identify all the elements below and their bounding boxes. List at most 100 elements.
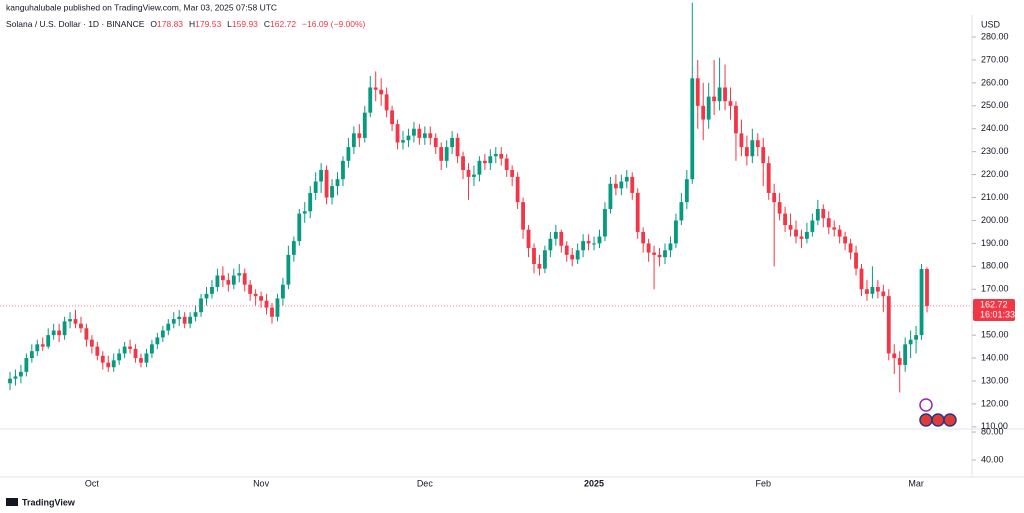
candle-body xyxy=(133,348,138,359)
candle-body xyxy=(881,291,886,297)
candle-body xyxy=(231,275,236,285)
candle-body xyxy=(79,323,83,329)
candle-body xyxy=(919,269,924,336)
candle-body xyxy=(210,286,214,294)
candle-body xyxy=(122,346,127,354)
candle-body xyxy=(575,250,580,260)
icon xyxy=(931,413,945,427)
candle-body xyxy=(417,128,422,138)
candle-body xyxy=(477,160,482,175)
candle-body xyxy=(433,137,438,148)
legend-item: 159.93 xyxy=(232,19,258,29)
candle-body xyxy=(499,153,504,159)
candle-body xyxy=(237,273,242,276)
candle-body xyxy=(624,176,629,182)
candle-body xyxy=(384,94,389,111)
candle-body xyxy=(848,243,853,253)
candle-body xyxy=(422,133,427,138)
y-tick-label: 280.00 xyxy=(981,31,1009,41)
candle-body xyxy=(68,319,72,322)
candle-body xyxy=(717,87,722,102)
candle-body xyxy=(291,241,296,255)
candle-body xyxy=(799,236,804,239)
legend-item: Solana / U.S. Dollar · 1D · BINANCE xyxy=(6,19,145,29)
candle-body xyxy=(810,220,815,232)
y-tick-label: 150.00 xyxy=(981,330,1009,340)
candle-body xyxy=(89,339,94,347)
candle-body xyxy=(608,183,613,210)
currency: USD xyxy=(981,19,1001,29)
candle-body xyxy=(603,209,607,237)
candle-body xyxy=(482,160,487,164)
candle-body xyxy=(450,137,455,148)
candle-body xyxy=(139,358,143,363)
candle-body xyxy=(805,231,809,239)
candle-body xyxy=(652,252,656,255)
candle-body xyxy=(766,163,771,193)
candle-body xyxy=(635,192,640,232)
brand: TradingView xyxy=(22,497,76,507)
y-tick-label: 110.00 xyxy=(981,421,1008,431)
y-tick-label: 130.00 xyxy=(981,375,1009,385)
candle-body xyxy=(73,319,78,324)
icon xyxy=(943,413,957,427)
candle-body xyxy=(908,339,913,345)
candle-body xyxy=(815,209,820,221)
candle-body xyxy=(875,286,880,292)
candle-body xyxy=(521,202,525,230)
candle-body xyxy=(368,87,373,113)
candle-body xyxy=(8,378,12,384)
candle-body xyxy=(679,202,684,221)
candle-body xyxy=(925,269,929,306)
candle-body xyxy=(166,323,171,331)
candle-body xyxy=(160,330,165,338)
candle-body xyxy=(324,170,329,198)
candle-body xyxy=(761,147,766,164)
candle-body xyxy=(510,170,515,177)
legend-item: O xyxy=(150,19,157,29)
candle-body xyxy=(794,229,798,237)
candle-body xyxy=(46,335,51,347)
candle-body xyxy=(859,268,864,290)
candle-body xyxy=(313,181,318,193)
candle-body xyxy=(439,147,444,161)
candle-body xyxy=(51,330,56,336)
candle-body xyxy=(412,128,416,136)
candle-body xyxy=(914,335,918,340)
candle-body xyxy=(854,252,858,269)
legend-item: C xyxy=(264,19,270,29)
candle-body xyxy=(286,254,291,285)
candle-body xyxy=(62,321,67,336)
x-tick-label: 2025 xyxy=(584,478,604,488)
candle-body xyxy=(379,89,384,95)
logo: TradingView xyxy=(6,497,76,507)
candle-body xyxy=(548,238,553,251)
x-tick-label: Dec xyxy=(417,478,434,488)
candle-body xyxy=(466,170,471,177)
y2-tick-label: 40.00 xyxy=(981,454,1004,464)
candle-body xyxy=(401,140,405,143)
candle-body xyxy=(275,298,280,317)
candle-body xyxy=(111,360,116,368)
candle-body xyxy=(259,296,263,301)
candle-body xyxy=(592,243,596,245)
legend-item: −16.09 (−9.00%) xyxy=(302,19,365,29)
candle-body xyxy=(35,344,40,352)
candle-body xyxy=(373,87,378,90)
candle-body xyxy=(897,358,902,365)
candle-body xyxy=(701,105,706,120)
candle-body xyxy=(144,353,149,363)
candle-body xyxy=(297,213,302,242)
candle-body xyxy=(526,229,531,248)
y-tick-label: 250.00 xyxy=(981,100,1009,110)
candle-body xyxy=(319,170,324,182)
y-tick-label: 220.00 xyxy=(981,169,1009,179)
candle-body xyxy=(630,176,635,193)
candle-body xyxy=(341,160,345,180)
candle-body xyxy=(84,328,89,340)
candle-body xyxy=(346,147,351,161)
y-tick-label: 200.00 xyxy=(981,215,1009,225)
candle-body xyxy=(330,186,334,198)
x-tick-label: Oct xyxy=(85,478,100,488)
